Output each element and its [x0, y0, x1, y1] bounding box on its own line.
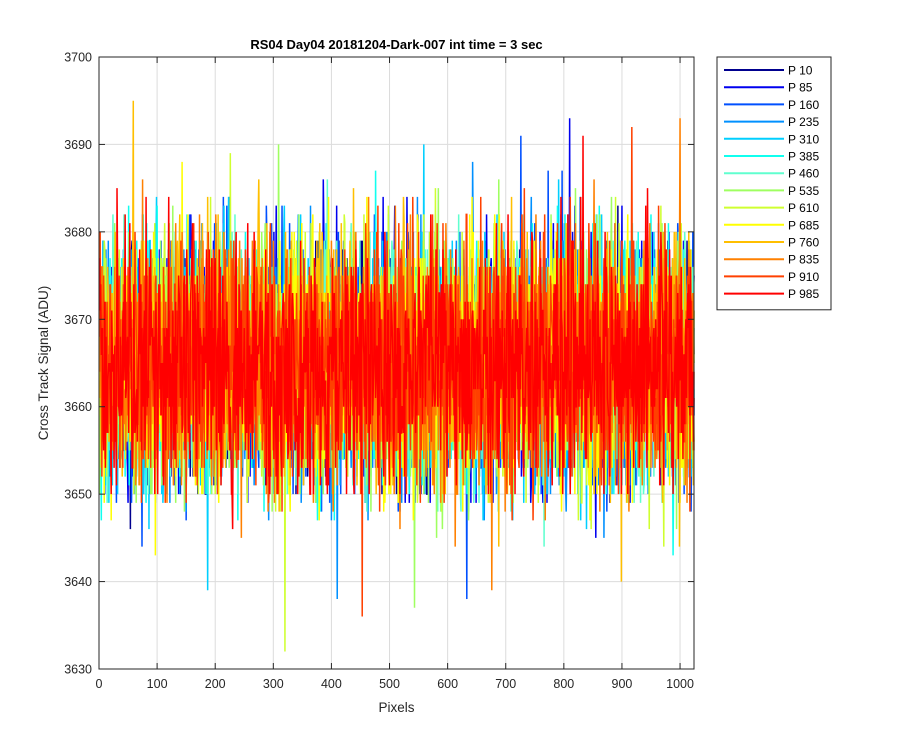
x-tick-label: 800	[553, 677, 574, 691]
y-tick-label: 3650	[64, 488, 92, 502]
legend-label: P 160	[788, 98, 819, 112]
x-tick-label: 300	[263, 677, 284, 691]
legend-label: P 835	[788, 253, 819, 267]
legend-label: P 385	[788, 150, 819, 164]
legend: P 10 P 85 P 160 P 235 P 310 P 385 P 460 P 535 P …	[716, 56, 832, 311]
y-tick-label: 3660	[64, 400, 92, 414]
chart-title: RS04 Day04 20181204-Dark-007 int time = …	[250, 37, 542, 52]
legend-label: P 760	[788, 236, 819, 250]
x-tick-label: 900	[612, 677, 633, 691]
legend-label: P 685	[788, 218, 819, 232]
y-axis-label: Cross Track Signal (ADU)	[36, 286, 51, 441]
legend-box	[716, 56, 832, 311]
x-tick-label: 700	[495, 677, 516, 691]
x-tick-label: 100	[147, 677, 168, 691]
legend-label: P 10	[788, 64, 813, 78]
legend-label: P 910	[788, 270, 819, 284]
x-tick-label: 600	[437, 677, 458, 691]
y-tick-label: 3630	[64, 663, 92, 677]
y-tick-label: 3680	[64, 225, 92, 239]
x-tick-label: 400	[321, 677, 342, 691]
y-tick-label: 3640	[64, 575, 92, 589]
legend-label: P 985	[788, 287, 819, 301]
legend-label: P 610	[788, 201, 819, 215]
x-tick-label: 1000	[666, 677, 694, 691]
axes-box	[98, 56, 695, 670]
plot-area: 0 100 200 300 400 500 600 700 800 900 1000 3630 3640…	[64, 51, 695, 692]
legend-label: P 460	[788, 167, 819, 181]
y-tick-label: 3670	[64, 313, 92, 327]
legend-label: P 235	[788, 115, 819, 129]
y-tick-label: 3700	[64, 51, 92, 65]
x-tick-label: 200	[205, 677, 226, 691]
y-tick-label: 3690	[64, 138, 92, 152]
legend-label: P 310	[788, 132, 819, 146]
legend-label: P 85	[788, 81, 813, 95]
x-tick-label: 500	[379, 677, 400, 691]
legend-label: P 535	[788, 184, 819, 198]
x-tick-label: 0	[96, 677, 103, 691]
series-line-p985	[98, 135, 695, 530]
x-axis-label: Pixels	[378, 700, 414, 715]
series-layer	[98, 100, 695, 652]
ticks: 0 100 200 300 400 500 600 700 800 900 1000 3630 3640…	[64, 51, 694, 692]
